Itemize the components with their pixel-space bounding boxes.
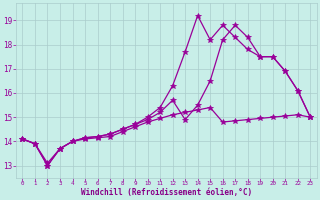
- X-axis label: Windchill (Refroidissement éolien,°C): Windchill (Refroidissement éolien,°C): [81, 188, 252, 197]
